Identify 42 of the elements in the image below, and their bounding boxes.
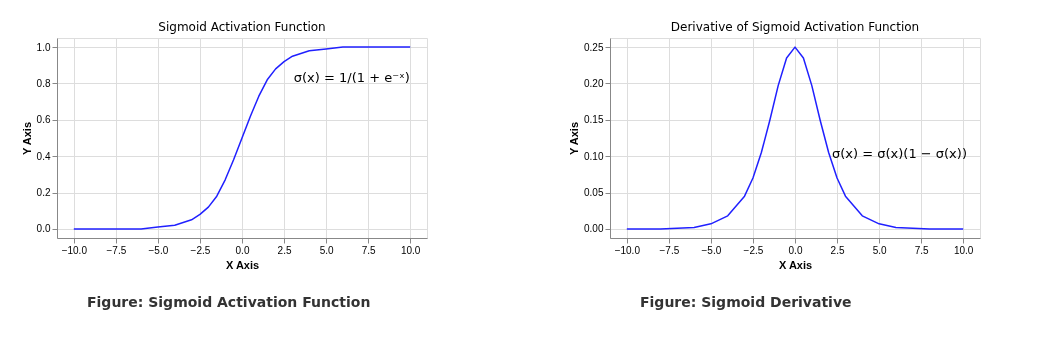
x-tick-label: −7.5 (659, 244, 680, 256)
x-tick-label: 10.0 (400, 244, 421, 256)
line-series (73, 46, 411, 230)
x-tick-label: 7.5 (914, 244, 930, 256)
annotation: σ(x) = σ(x)(1 − σ(x)) (832, 146, 967, 161)
x-tick-label: −7.5 (106, 244, 127, 256)
y-tick-label: 0.00 (584, 223, 604, 235)
y-tick-label: 0.8 (36, 77, 51, 89)
x-tick-label: 0.0 (235, 244, 250, 256)
chart-title: Sigmoid Activation Function (158, 20, 326, 34)
x-tick-label: 5.0 (872, 244, 887, 256)
x-tick-label: −2.5 (743, 244, 764, 256)
x-tick-label: 0.0 (788, 244, 803, 256)
x-tick-label: 2.5 (830, 244, 845, 256)
chart-title: Derivative of Sigmoid Activation Function (670, 20, 920, 34)
text: Figure: Sigmoid Derivative (640, 294, 852, 310)
x-axis-title: X Axis (778, 258, 813, 271)
x-tick-label: 2.5 (277, 244, 292, 256)
text: Figure: Sigmoid Activation Function (87, 294, 371, 310)
x-axis-title: X Axis (225, 258, 260, 271)
y-tick-label: 0.05 (584, 187, 604, 199)
x-tick-label: −5.0 (148, 244, 169, 256)
x-tick-label: 10.0 (953, 244, 974, 256)
y-axis-title: Y Axis (568, 121, 581, 156)
y-tick-label: 1.0 (36, 41, 51, 53)
y-tick-label: 0.4 (36, 150, 51, 162)
annotation: σ(x) = 1/(1 + e⁻ˣ) (293, 70, 410, 85)
y-tick-label: 0.2 (36, 187, 51, 199)
x-tick-label: −10.0 (61, 244, 88, 256)
y-tick-label: 0.10 (584, 150, 604, 162)
y-tick-label: 0.20 (584, 77, 604, 89)
x-tick-label: −2.5 (190, 244, 211, 256)
y-tick-label: 0.25 (584, 41, 604, 53)
x-tick-label: 5.0 (319, 244, 334, 256)
y-tick-label: 0.0 (36, 223, 51, 235)
y-axis-title: Y Axis (20, 121, 33, 156)
x-tick-label: −10.0 (614, 244, 641, 256)
line-series (626, 46, 964, 230)
x-tick-label: −5.0 (701, 244, 722, 256)
y-tick-label: 0.6 (36, 114, 51, 126)
x-tick-label: 7.5 (361, 244, 377, 256)
y-tick-label: 0.15 (584, 114, 604, 126)
